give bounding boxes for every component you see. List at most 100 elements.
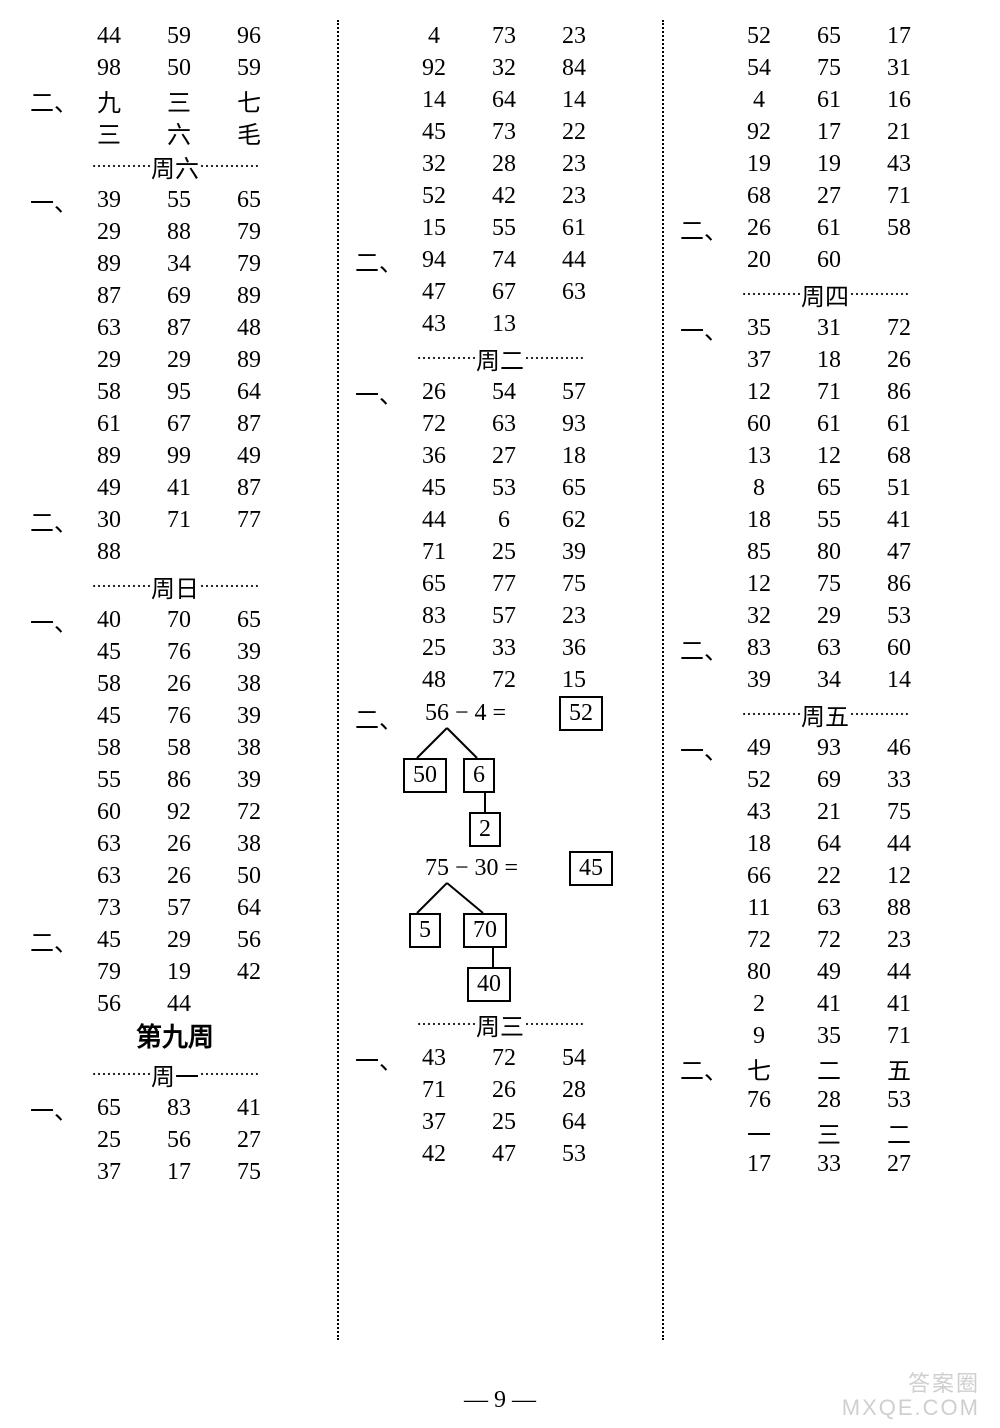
cell: 54 [724, 55, 794, 82]
cell: 92 [399, 55, 469, 82]
row-prefix: 一、 [30, 183, 74, 218]
cell: 26 [144, 671, 214, 698]
cell: 65 [794, 475, 864, 502]
table-row: 547531 [680, 52, 970, 84]
cell: 25 [74, 1127, 144, 1154]
result-box: 40 [467, 967, 511, 1002]
cell: 19 [724, 151, 794, 178]
cell: 21 [794, 799, 864, 826]
day-separator: ············周六············ [30, 148, 320, 184]
table-row: 一、353172 [680, 312, 970, 344]
cell: 87 [144, 315, 214, 342]
cell: 83 [724, 635, 794, 662]
cell: 86 [864, 571, 934, 598]
table-row: 47323 [355, 20, 645, 52]
cell: 67 [144, 411, 214, 438]
table-row: 322823 [355, 148, 645, 180]
table-row: 432175 [680, 796, 970, 828]
cell: 35 [724, 315, 794, 342]
cell: 33 [794, 1151, 864, 1178]
cell: 42 [214, 959, 284, 986]
row-prefix: 二、 [355, 243, 399, 278]
cell: 66 [724, 863, 794, 890]
cell: 17 [724, 1151, 794, 1178]
watermark: 答案圈 MXQE.COM [842, 1372, 980, 1420]
table-row: 三六毛 [30, 116, 320, 148]
cell: 64 [469, 87, 539, 114]
cell: 31 [864, 55, 934, 82]
cell: 三 [144, 83, 214, 118]
cell: 64 [539, 1109, 609, 1136]
table-row: 298879 [30, 216, 320, 248]
cell: 44 [864, 831, 934, 858]
cell: 4 [724, 87, 794, 114]
cell: 87 [74, 283, 144, 310]
cell: 37 [399, 1109, 469, 1136]
table-row: 44662 [355, 504, 645, 536]
page-number: 9 [494, 1387, 506, 1413]
cell: 39 [539, 539, 609, 566]
split-box: 50 [403, 758, 447, 793]
day-separator: ············周一············ [30, 1056, 320, 1092]
cell: 11 [724, 895, 794, 922]
cell: 92 [724, 119, 794, 146]
table-row: 712628 [355, 1074, 645, 1106]
table-row: 255627 [30, 1124, 320, 1156]
cell: 18 [724, 831, 794, 858]
cell: 47 [399, 279, 469, 306]
cell: 二 [864, 1115, 934, 1150]
cell: 79 [74, 959, 144, 986]
cell: 23 [539, 151, 609, 178]
cell: 37 [724, 347, 794, 374]
table-row: 526933 [680, 764, 970, 796]
table-row: 88 [30, 536, 320, 568]
cell: 98 [74, 55, 144, 82]
table-row: 155561 [355, 212, 645, 244]
table-row: 5644 [30, 988, 320, 1020]
cell: 53 [864, 603, 934, 630]
cell: 63 [469, 411, 539, 438]
watermark-top: 答案圈 [842, 1372, 980, 1396]
cell: 93 [794, 735, 864, 762]
diagram-prefix: 二、 [355, 700, 403, 735]
cell: 32 [469, 55, 539, 82]
cell: 63 [74, 315, 144, 342]
table-row: 923284 [355, 52, 645, 84]
table-row: 455365 [355, 472, 645, 504]
cell: 76 [144, 639, 214, 666]
table-row: 558639 [30, 764, 320, 796]
cell: 76 [144, 703, 214, 730]
cell: 18 [724, 507, 794, 534]
diagram-expression: 56 − 4 = [425, 700, 506, 727]
cell: 64 [214, 379, 284, 406]
cell: 88 [864, 895, 934, 922]
table-row: 二、九三七 [30, 84, 320, 116]
table-row: 185541 [680, 504, 970, 536]
cell: 53 [539, 1141, 609, 1168]
cell: 59 [214, 55, 284, 82]
cell: 36 [539, 635, 609, 662]
cell: 76 [724, 1087, 794, 1114]
cell: 69 [144, 283, 214, 310]
day-separator: ············周三············ [355, 1006, 645, 1042]
table-row: 735764 [30, 892, 320, 924]
row-prefix: 一、 [355, 1041, 399, 1076]
table-row: 372564 [355, 1106, 645, 1138]
cell: 52 [724, 23, 794, 50]
cell: 33 [469, 635, 539, 662]
table-row: 662212 [680, 860, 970, 892]
cell: 59 [144, 23, 214, 50]
cell: 58 [74, 379, 144, 406]
cell: 44 [399, 507, 469, 534]
cell: 74 [469, 247, 539, 274]
table-row: 393414 [680, 664, 970, 696]
cell: 65 [214, 187, 284, 214]
cell: 14 [539, 87, 609, 114]
cell: 41 [864, 507, 934, 534]
day-separator: ············周日············ [30, 568, 320, 604]
cell: 61 [794, 411, 864, 438]
table-row: 893479 [30, 248, 320, 280]
column-2: 4732392328414641445732232282352422315556… [355, 20, 645, 1360]
cell: 29 [794, 603, 864, 630]
cell: 48 [214, 315, 284, 342]
